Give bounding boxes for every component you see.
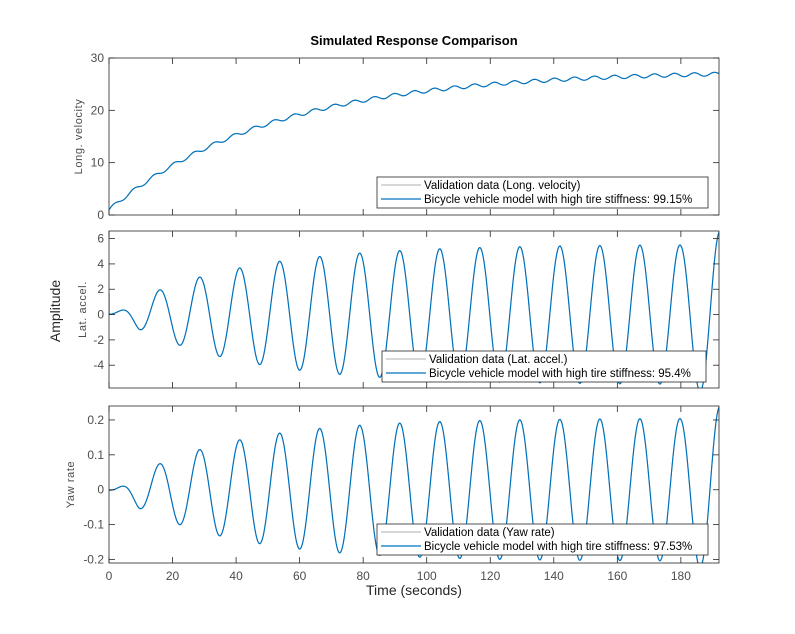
y-tick-label: 4 (97, 257, 104, 271)
axes-frame (108, 230, 720, 389)
x-tick-label: 100 (417, 569, 437, 583)
shared-y-axis-label: Amplitude (47, 280, 63, 342)
legend-entry: Bicycle vehicle model with high tire sti… (429, 368, 691, 380)
legend-box (376, 523, 709, 556)
y-tick-label: 0 (97, 308, 104, 322)
legend-entry: Validation data (Yaw rate) (424, 527, 555, 539)
y-tick-label: -0.1 (83, 518, 104, 532)
x-tick-label: 40 (229, 569, 243, 583)
y-tick-label: 20 (91, 103, 105, 117)
legend-box (381, 350, 707, 383)
legend-entry: Validation data (Lat. accel.) (429, 354, 568, 366)
y-tick-label: 0 (97, 208, 104, 222)
y-axis-label: Lat. accel. (77, 281, 89, 338)
x-tick-label: 120 (480, 569, 500, 583)
x-tick-label: 140 (544, 569, 564, 583)
legend-entry: Bicycle vehicle model with high tire sti… (424, 194, 692, 206)
legend[interactable]: Validation data (Yaw rate) Bicycle vehicl… (376, 523, 709, 556)
legend-box (376, 176, 709, 209)
x-tick-label: 20 (166, 569, 180, 583)
chart-title: Simulated Response Comparison (310, 33, 517, 48)
axes-frame (108, 405, 720, 564)
y-tick-label: 30 (91, 51, 105, 65)
y-tick-label: 2 (97, 282, 104, 296)
legend-entry: Bicycle vehicle model with high tire sti… (424, 541, 692, 553)
y-tick-label: 0.2 (87, 413, 104, 427)
legend[interactable]: Validation data (Lat. accel.) Bicycle veh… (381, 350, 707, 383)
y-tick-label: -4 (93, 358, 104, 372)
model-line (109, 71, 719, 211)
legend-entry: Validation data (Long. velocity) (424, 180, 581, 192)
y-axis-label: Long. velocity (73, 99, 85, 175)
axes-yaw-rate[interactable]: 0 20 40 60 80 100 120 140 160 180 -0.2 -0.1 0 0.1 0.2 Y… (65, 405, 720, 583)
x-tick-label: 180 (671, 569, 691, 583)
x-tick-label: 0 (106, 569, 113, 583)
axes-lat-accel[interactable]: -4 -2 0 2 4 6 Lat. accel. Validation data (Lat.… (77, 230, 720, 392)
y-tick-label: 10 (91, 156, 105, 170)
y-tick-label: -2 (93, 333, 104, 347)
x-tick-label: 60 (293, 569, 307, 583)
y-axis-label: Yaw rate (65, 461, 77, 508)
axes-long-velocity[interactable]: 0 10 20 30 Long. velocity Validation data (Lo… (73, 51, 720, 222)
x-tick-label: 80 (356, 569, 370, 583)
y-tick-label: 0.1 (87, 448, 104, 462)
y-tick-label: -0.2 (83, 553, 104, 567)
axes-frame (108, 57, 720, 216)
x-tick-label: 160 (607, 569, 627, 583)
legend[interactable]: Validation data (Long. velocity) Bicycle … (376, 176, 709, 209)
y-tick-label: 0 (97, 483, 104, 497)
shared-x-axis-label: Time (seconds) (366, 582, 462, 598)
y-tick-label: 6 (97, 232, 104, 246)
